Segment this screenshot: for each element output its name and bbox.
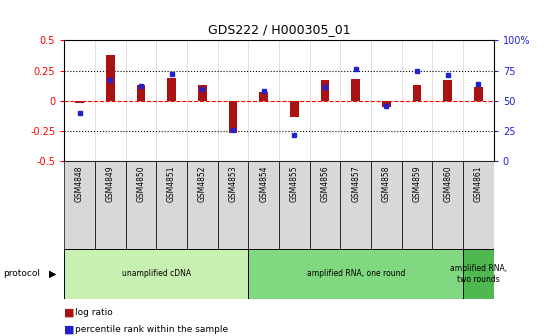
Bar (75, 101, 84, 103)
Bar (310, 161, 340, 249)
Bar (187, 161, 218, 249)
Bar (474, 87, 483, 101)
Text: GSM4853: GSM4853 (228, 166, 238, 202)
Text: GSM4851: GSM4851 (167, 166, 176, 202)
Bar (64, 249, 248, 299)
Bar (371, 161, 402, 249)
Bar (156, 161, 187, 249)
Bar (402, 161, 432, 249)
Bar (248, 249, 463, 299)
Bar (463, 249, 494, 299)
Bar (167, 78, 176, 101)
Text: ■: ■ (64, 307, 75, 318)
Text: GSM4855: GSM4855 (290, 166, 299, 202)
Text: percentile rank within the sample: percentile rank within the sample (75, 325, 228, 334)
Bar (279, 161, 310, 249)
Text: GSM4849: GSM4849 (105, 166, 115, 202)
Bar (463, 161, 494, 249)
Bar (64, 161, 95, 249)
Text: GSM4850: GSM4850 (136, 166, 146, 202)
Bar (382, 101, 391, 107)
Bar (432, 161, 463, 249)
Bar (229, 101, 237, 133)
Text: GDS222 / H000305_01: GDS222 / H000305_01 (208, 24, 350, 37)
Text: GSM4857: GSM4857 (351, 166, 360, 202)
Bar (321, 80, 329, 101)
Bar (126, 161, 156, 249)
Text: protocol: protocol (3, 269, 40, 278)
Text: ■: ■ (64, 324, 75, 334)
Bar (413, 85, 421, 101)
Bar (218, 161, 248, 249)
Bar (340, 161, 371, 249)
Bar (352, 79, 360, 101)
Bar (290, 101, 299, 117)
Text: GSM4848: GSM4848 (75, 166, 84, 202)
Bar (106, 55, 114, 101)
Text: GSM4861: GSM4861 (474, 166, 483, 202)
Bar (259, 92, 268, 101)
Bar (95, 161, 126, 249)
Text: GSM4856: GSM4856 (320, 166, 330, 202)
Text: unamplified cDNA: unamplified cDNA (122, 269, 191, 278)
Text: log ratio: log ratio (75, 308, 113, 317)
Text: amplified RNA, one round: amplified RNA, one round (306, 269, 405, 278)
Text: GSM4859: GSM4859 (412, 166, 422, 202)
Bar (198, 85, 206, 101)
Bar (248, 161, 279, 249)
Bar (444, 80, 452, 101)
Text: amplified RNA,
two rounds: amplified RNA, two rounds (450, 264, 507, 284)
Text: GSM4854: GSM4854 (259, 166, 268, 202)
Text: ▶: ▶ (49, 269, 56, 279)
Bar (137, 85, 145, 101)
Text: GSM4858: GSM4858 (382, 166, 391, 202)
Text: GSM4852: GSM4852 (198, 166, 207, 202)
Text: GSM4860: GSM4860 (443, 166, 453, 202)
